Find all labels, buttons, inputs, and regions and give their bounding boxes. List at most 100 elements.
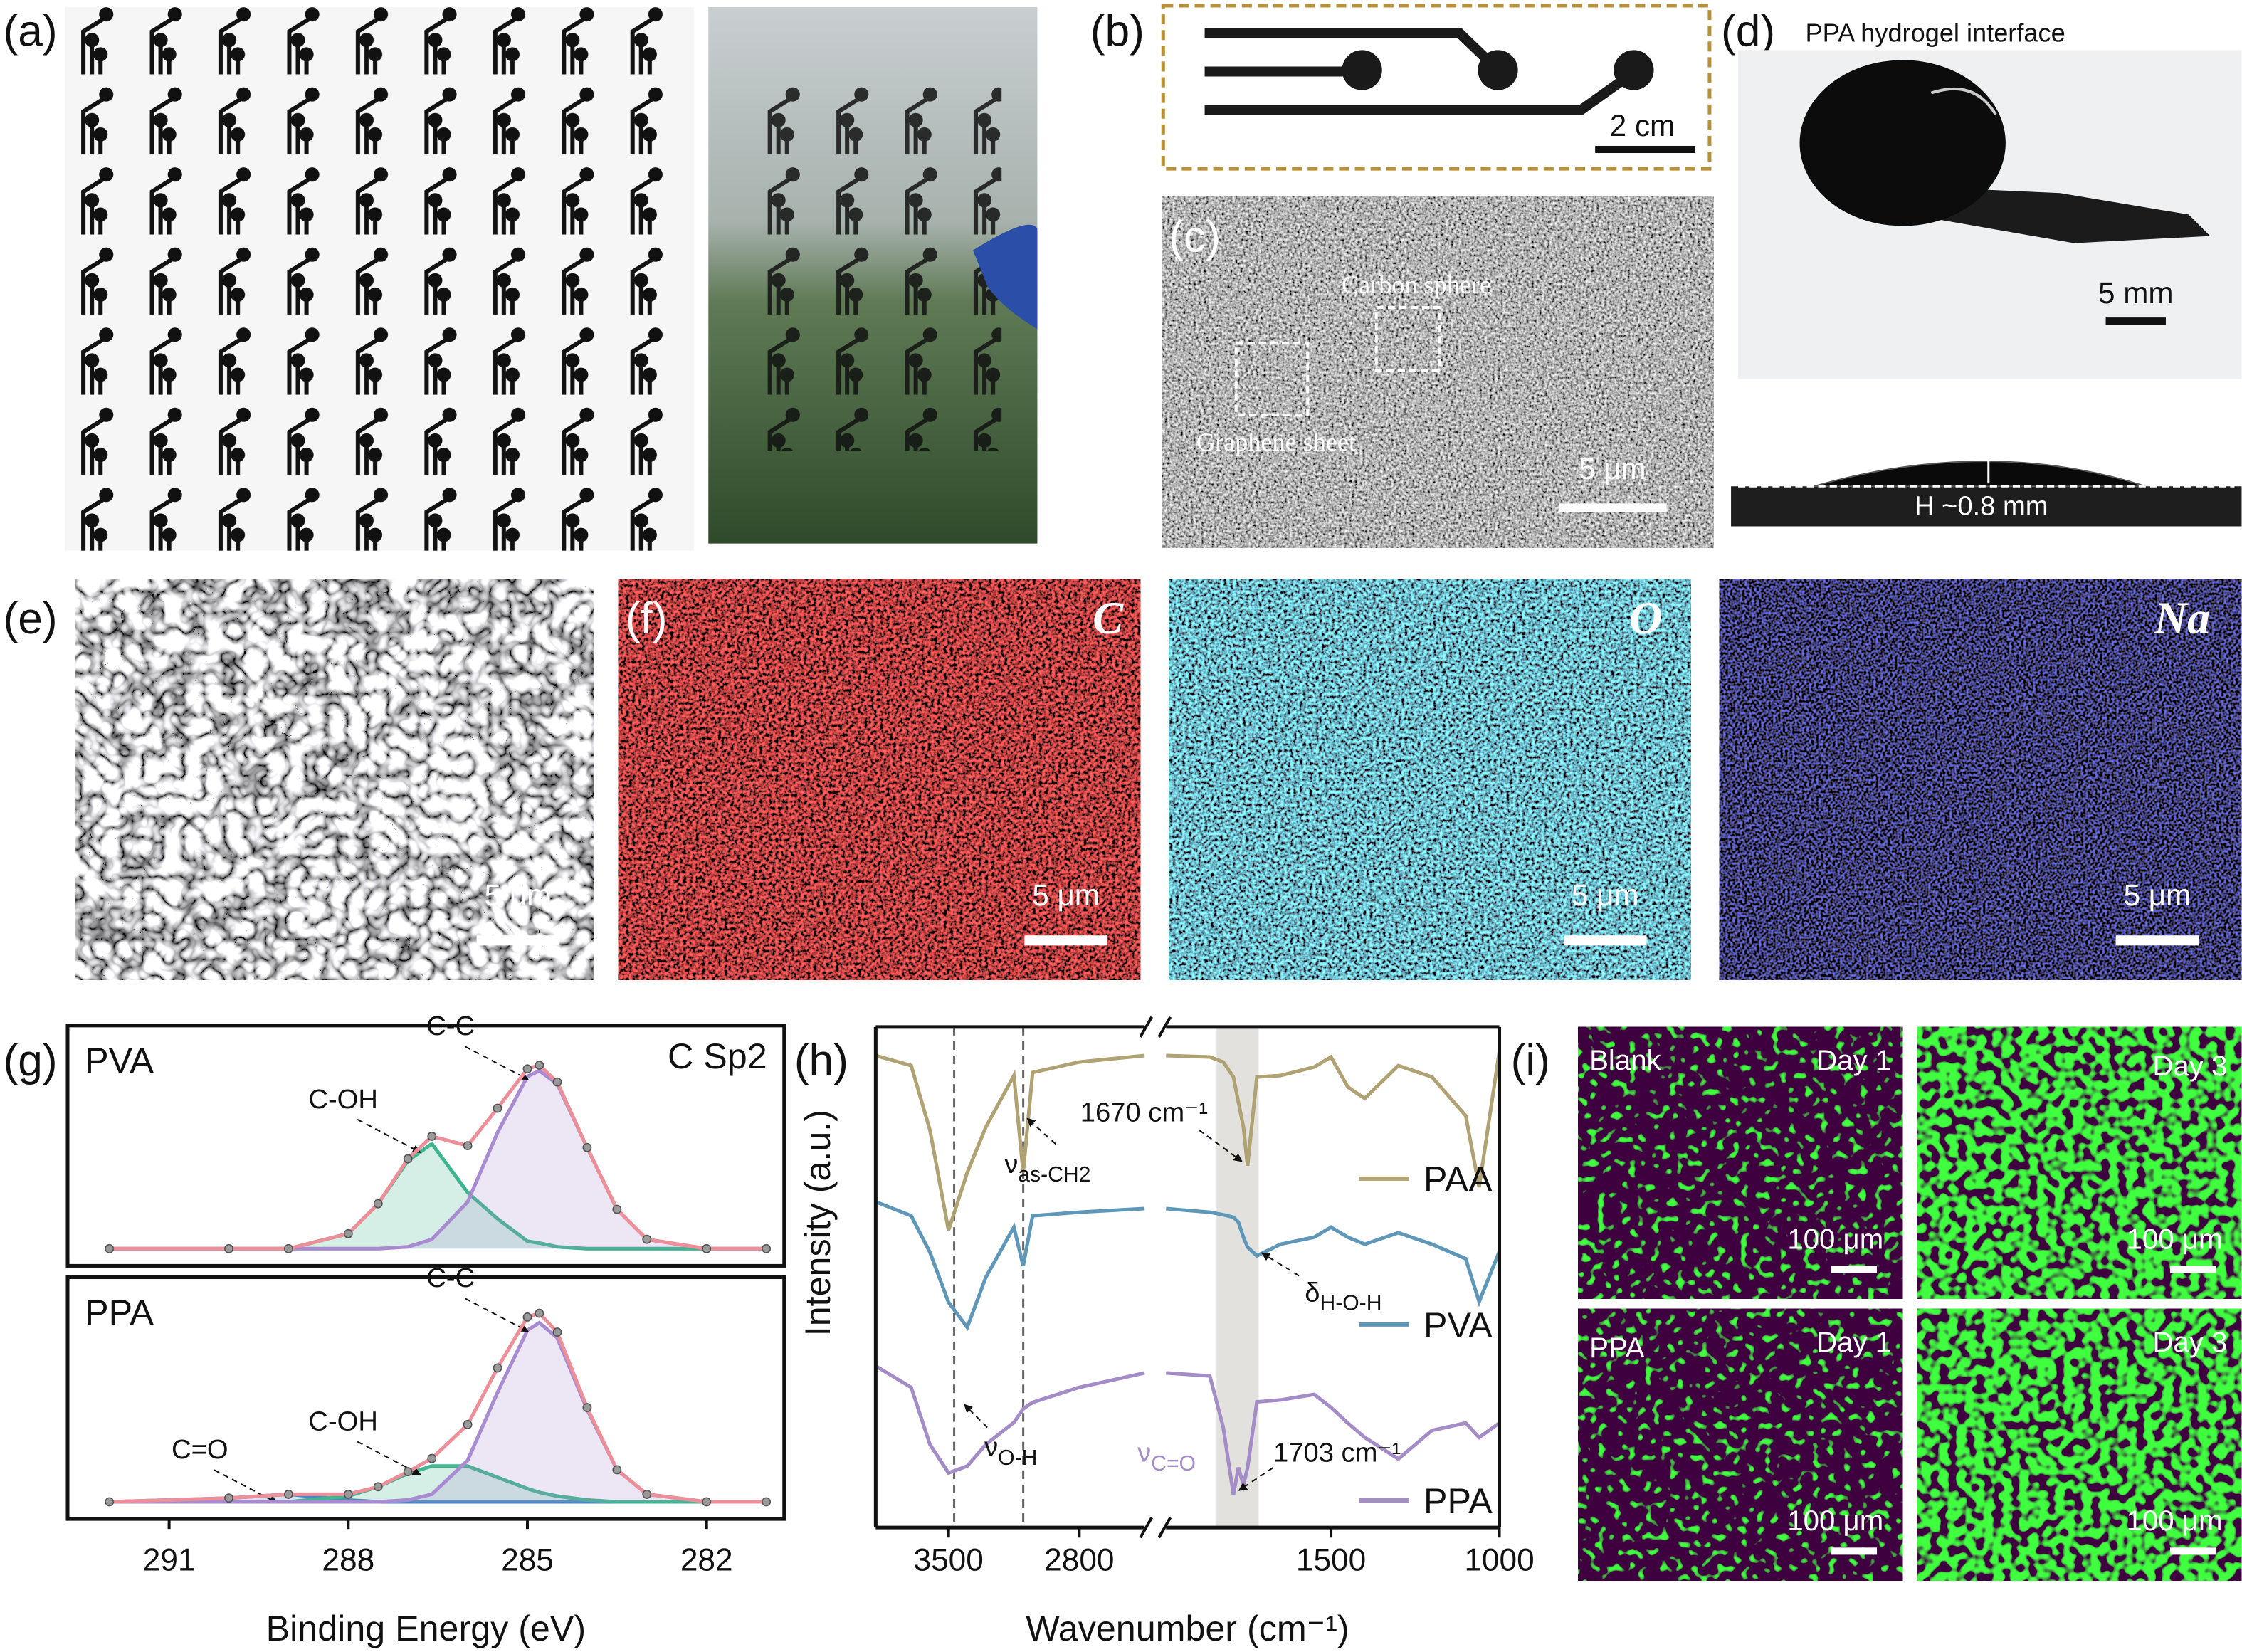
data-point bbox=[612, 1465, 622, 1475]
annotation-arrow bbox=[1198, 1129, 1243, 1162]
plot-frame bbox=[65, 1024, 786, 1268]
data-point bbox=[343, 1229, 353, 1238]
data-point bbox=[535, 1061, 544, 1070]
reflection bbox=[1930, 87, 1997, 115]
fluorescence-image bbox=[1578, 1026, 1903, 1299]
eds-map bbox=[1719, 579, 2242, 980]
data-point bbox=[283, 1243, 293, 1253]
ftir-annotations: 1670 cm⁻¹ νas-CH2 δH-O-H νO-H νC=O 1703 … bbox=[964, 1097, 1401, 1491]
x-tick-label: 282 bbox=[680, 1542, 733, 1577]
panel-label: (g) bbox=[4, 1036, 58, 1085]
scale-bars bbox=[1831, 1266, 2216, 1555]
data-point bbox=[403, 1154, 413, 1164]
data-point bbox=[642, 1489, 652, 1499]
x-tick-label: 285 bbox=[501, 1542, 554, 1577]
data-point bbox=[762, 1243, 772, 1253]
axis-break bbox=[1139, 1517, 1153, 1539]
data-point bbox=[493, 1103, 502, 1113]
subscript: H-O-H bbox=[1320, 1292, 1381, 1315]
scale-bar bbox=[1559, 503, 1667, 512]
data-point bbox=[522, 1064, 532, 1074]
scale-bar-label: 100 μm bbox=[1787, 1505, 1883, 1537]
scale-bar-label: 5 μm bbox=[1579, 452, 1646, 485]
scale-bar bbox=[476, 935, 560, 946]
scale-bar bbox=[1595, 145, 1695, 154]
component-label: C-OH bbox=[308, 1406, 378, 1436]
scale-bar-label: 5 μm bbox=[2124, 878, 2191, 912]
eds-map bbox=[1169, 579, 1691, 980]
pad bbox=[1478, 50, 1518, 90]
element-label: Na bbox=[2154, 593, 2211, 643]
data-point bbox=[522, 1312, 532, 1322]
symbol: δ bbox=[1305, 1278, 1320, 1308]
annotation-arrow bbox=[1261, 1252, 1300, 1277]
fluorescence-image bbox=[1917, 1308, 2242, 1581]
fluorescence-image bbox=[1917, 1026, 2242, 1299]
scale-bar-label: 5 μm bbox=[485, 878, 552, 912]
panel-label: (b) bbox=[1090, 6, 1144, 56]
subscript: as-CH2 bbox=[1018, 1163, 1090, 1187]
scale-bar-label: 100 μm bbox=[2127, 1223, 2223, 1255]
panel-label: (f) bbox=[626, 594, 668, 643]
label-arrow bbox=[214, 1469, 278, 1504]
trace bbox=[1204, 70, 1634, 115]
data-point bbox=[702, 1243, 712, 1253]
electrode-array bbox=[64, 7, 695, 551]
spectrum bbox=[875, 1200, 1145, 1332]
panel-label: (i) bbox=[1511, 1036, 1550, 1085]
scale-bar-label: 5 mm bbox=[2098, 276, 2173, 310]
data-point bbox=[105, 1243, 115, 1253]
annotation-arrow bbox=[1238, 1466, 1274, 1491]
plot-title: PVA bbox=[85, 1041, 154, 1080]
axis-break bbox=[1157, 1517, 1172, 1539]
data-point bbox=[373, 1199, 383, 1209]
electrode-trace bbox=[1902, 186, 2211, 243]
spectrum bbox=[1166, 1206, 1501, 1308]
panel-label: (c) bbox=[1169, 213, 1221, 262]
data-point bbox=[463, 1141, 473, 1151]
annotation: Graphene sheet bbox=[1196, 428, 1356, 456]
x-axis-label: Wavenumber (cm⁻¹) bbox=[1026, 1609, 1349, 1648]
image-labels: Blank Day 1 Day 3 PPA Day 1 Day 3 100 μm… bbox=[1589, 1044, 2227, 1537]
scale-bar-label: 5 μm bbox=[1032, 878, 1100, 912]
annotation-arrow bbox=[964, 1404, 988, 1429]
panel-title: PPA hydrogel interface bbox=[1806, 18, 2065, 47]
symbol: ν bbox=[1004, 1149, 1018, 1179]
sample-label: PPA bbox=[1589, 1332, 1645, 1364]
data-point bbox=[552, 1327, 562, 1337]
spectrum bbox=[875, 1053, 1145, 1231]
highlight-box bbox=[1234, 342, 1310, 416]
data-point bbox=[552, 1077, 562, 1087]
annotation: 1703 cm⁻¹ bbox=[1273, 1438, 1401, 1468]
spectrum bbox=[875, 1364, 1145, 1475]
symbol: ν bbox=[1137, 1438, 1151, 1468]
legend-label: PPA bbox=[1423, 1481, 1493, 1521]
eds-map bbox=[618, 579, 1141, 980]
data-point bbox=[403, 1467, 413, 1477]
element-label: O bbox=[1629, 593, 1662, 643]
subscript: O-H bbox=[998, 1446, 1037, 1470]
droplet-profile bbox=[1814, 461, 2147, 488]
x-tick-label: 291 bbox=[143, 1542, 196, 1577]
subscript: C=O bbox=[1151, 1452, 1196, 1475]
element-label: C bbox=[1093, 593, 1124, 643]
data-point bbox=[612, 1204, 622, 1214]
highlight-box bbox=[1374, 306, 1441, 372]
data-point bbox=[105, 1497, 115, 1507]
x-tick-label: 3500 bbox=[914, 1542, 984, 1577]
data-point bbox=[582, 1403, 592, 1412]
data-point bbox=[493, 1363, 502, 1373]
annotation: νC=O bbox=[1137, 1438, 1196, 1475]
data-point bbox=[463, 1419, 473, 1429]
data-point bbox=[582, 1142, 592, 1152]
scale-bar bbox=[1831, 1547, 1878, 1555]
plot-title: PPA bbox=[85, 1293, 154, 1332]
data-point bbox=[343, 1489, 353, 1499]
data-point bbox=[427, 1132, 437, 1141]
data-point bbox=[642, 1234, 652, 1244]
x-tick-label: 1000 bbox=[1464, 1542, 1534, 1577]
scale-bar bbox=[2115, 935, 2199, 946]
electrode bbox=[1204, 28, 1634, 115]
